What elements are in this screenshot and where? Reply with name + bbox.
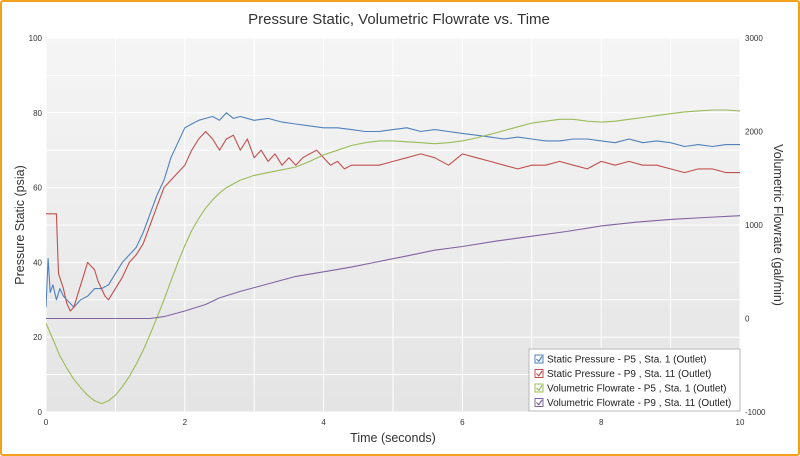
left-y-axis-title: Pressure Static (psia) xyxy=(13,165,27,284)
left-y-tick-label: 80 xyxy=(33,109,42,118)
right-y-axis-title: Volumetric Flowrate (gal/min) xyxy=(771,144,785,306)
right-y-tick-label: 2000 xyxy=(745,128,763,137)
series-line-1 xyxy=(46,112,740,308)
series-line-3 xyxy=(46,109,740,405)
legend-item[interactable]: Volumetric Flowrate - P5 , Sta. 1 (Outle… xyxy=(534,383,727,395)
x-tick-label: 8 xyxy=(599,418,604,427)
legend-checkbox[interactable] xyxy=(534,354,544,364)
left-y-tick-label: 0 xyxy=(38,408,43,417)
legend-checkbox[interactable] xyxy=(534,383,544,393)
legend-checkbox[interactable] xyxy=(534,398,544,407)
left-y-tick-label: 20 xyxy=(33,333,42,342)
check-icon xyxy=(536,356,543,363)
series-line-2 xyxy=(46,130,740,312)
legend-checkbox[interactable] xyxy=(534,369,544,378)
right-y-tick-label: -1000 xyxy=(745,408,766,417)
legend-label: Volumetric Flowrate - P5 , Sta. 1 (Outle… xyxy=(547,384,727,395)
left-y-tick-label: 40 xyxy=(33,258,42,267)
series-lines xyxy=(46,109,740,405)
x-tick-label: 4 xyxy=(321,418,326,427)
x-tick-label: 2 xyxy=(183,418,188,427)
right-y-tick-label: 1000 xyxy=(745,221,763,230)
left-y-tick-label: 100 xyxy=(29,34,43,43)
x-axis-ticks: 0 2 4 6 8 10 xyxy=(44,418,745,427)
right-y-axis-ticks: -1000 0 1000 2000 3000 xyxy=(745,34,766,417)
legend-item[interactable]: Static Pressure - P9 , Sta. 11 (Outlet) xyxy=(534,369,711,380)
legend-item[interactable]: Volumetric Flowrate - P9 , Sta. 11 (Outl… xyxy=(534,398,731,409)
x-tick-label: 0 xyxy=(44,418,49,427)
x-tick-label: 10 xyxy=(736,418,745,427)
legend-item[interactable]: Static Pressure - P5 , Sta. 1 (Outlet) xyxy=(534,354,707,366)
right-y-tick-label: 3000 xyxy=(745,34,763,43)
legend: Static Pressure - P5 , Sta. 1 (Outlet) St… xyxy=(528,348,741,412)
series-line-4 xyxy=(46,215,740,320)
grid-lines xyxy=(45,37,741,413)
legend-label: Static Pressure - P9 , Sta. 11 (Outlet) xyxy=(547,369,711,380)
legend-box xyxy=(528,348,741,412)
check-icon xyxy=(536,370,543,377)
check-icon xyxy=(536,399,543,406)
check-icon xyxy=(536,385,543,392)
x-axis-title: Time (seconds) xyxy=(350,431,436,445)
left-y-tick-label: 60 xyxy=(33,184,42,193)
legend-label: Volumetric Flowrate - P9 , Sta. 11 (Outl… xyxy=(547,398,731,409)
chart-title: Pressure Static, Volumetric Flowrate vs.… xyxy=(248,11,550,28)
right-y-tick-label: 0 xyxy=(745,315,750,324)
left-y-axis-ticks: 0 20 40 60 80 100 xyxy=(29,34,43,417)
x-tick-label: 6 xyxy=(460,418,465,427)
legend-label: Static Pressure - P5 , Sta. 1 (Outlet) xyxy=(547,355,707,366)
